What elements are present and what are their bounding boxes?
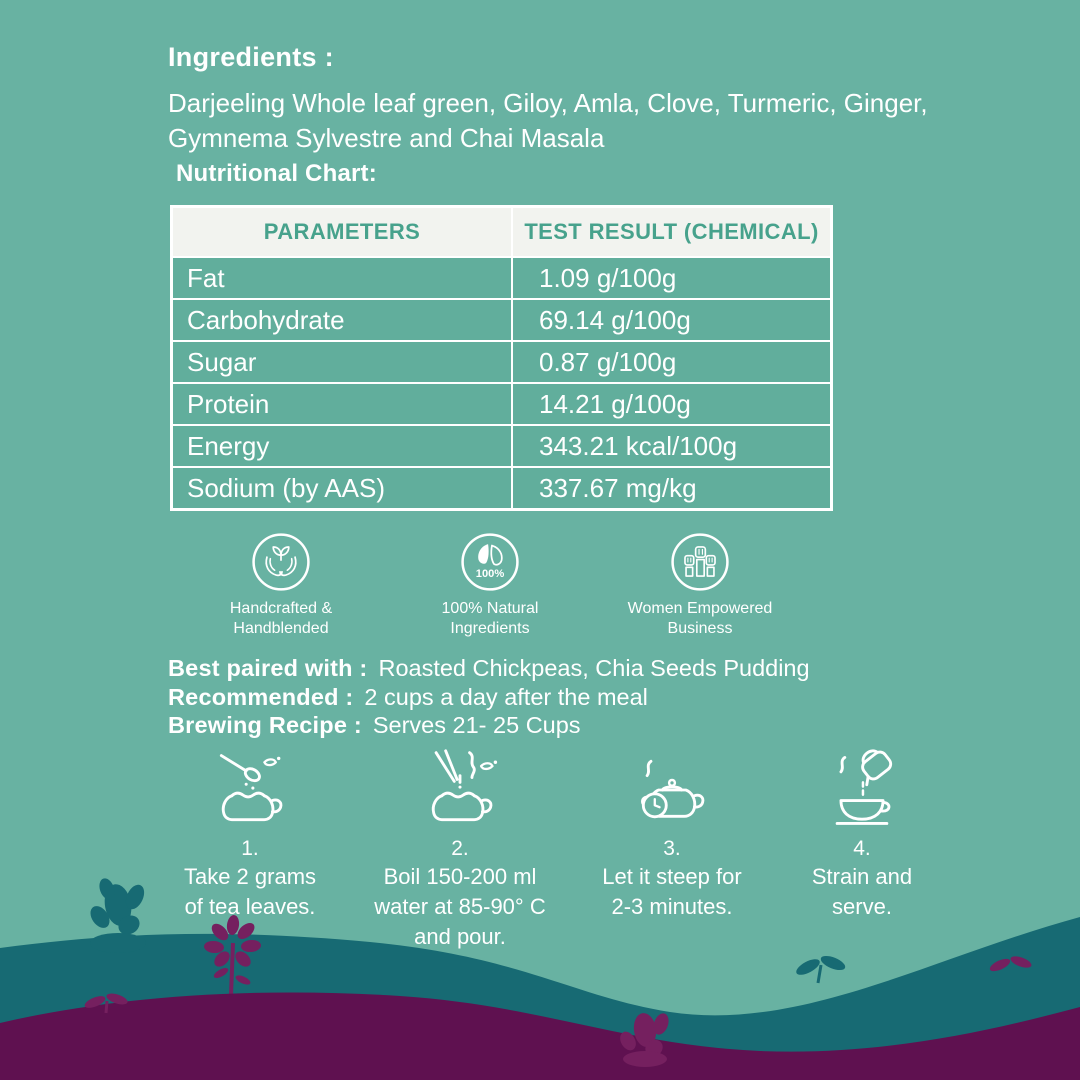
step-text: Take 2 grams of tea leaves. <box>183 864 317 919</box>
hands-holding-leaf-icon <box>252 533 310 591</box>
raised-fists-icon <box>671 533 729 591</box>
step-text: Boil 150-200 ml water at 85-90° C and po… <box>374 864 546 949</box>
brewing-step-4: 4. Strain and serve. <box>755 746 969 922</box>
cactus-silhouette-purple <box>620 1013 669 1067</box>
best-paired-line: Best paired with : Roasted Chickpeas, Chi… <box>168 654 810 683</box>
step-number: 2. <box>451 837 469 860</box>
table-row-result: 0.87 g/100g <box>513 342 830 382</box>
badge-label: Handcrafted & Handblended <box>229 600 333 637</box>
badge-label: 100% Natural Ingredients <box>441 600 539 637</box>
table-row-result: 343.21 kcal/100g <box>513 426 830 466</box>
table-row-parameter: Sugar <box>173 342 511 382</box>
step-number: 4. <box>853 837 871 860</box>
table-row-parameter: Protein <box>173 384 511 424</box>
sprout-silhouette-teal <box>796 955 846 984</box>
table-row-result: 69.14 g/100g <box>513 300 830 340</box>
teapot-add-leaves-icon <box>219 754 283 822</box>
recommended-line: Recommended : 2 cups a day after the meal <box>168 683 810 712</box>
step-text: Let it steep for 2-3 minutes. <box>602 864 742 919</box>
badge-icon-text: 100% <box>476 568 505 580</box>
step-text: Strain and serve. <box>811 864 913 919</box>
brewing-step-2: 2. Boil 150-200 ml water at 85-90° C and… <box>353 746 567 952</box>
brewing-step-1: 1. Take 2 grams of tea leaves. <box>143 746 357 922</box>
table-row-parameter: Sodium (by AAS) <box>173 468 511 508</box>
best-paired-label: Best paired with : <box>168 655 368 681</box>
table-row-result: 337.67 mg/kg <box>513 468 830 508</box>
brewing-recipe-value: Serves 21- 25 Cups <box>372 712 581 738</box>
sprout-silhouette-purple <box>84 993 128 1014</box>
column-header-parameters: PARAMETERS <box>173 208 511 256</box>
product-details: Best paired with : Roasted Chickpeas, Chi… <box>168 654 810 740</box>
recommended-value: 2 cups a day after the meal <box>364 683 648 710</box>
brewing-recipe-line: Brewing Recipe : Serves 21- 25 Cups <box>168 711 810 740</box>
table-row-parameter: Fat <box>173 258 511 298</box>
flower-silhouette-purple <box>204 915 261 996</box>
table-row-parameter: Energy <box>173 426 511 466</box>
best-paired-value: Roasted Chickpeas, Chia Seeds Pudding <box>378 655 810 681</box>
nutritional-chart-title: Nutritional Chart: <box>176 160 377 187</box>
badge-handcrafted: Handcrafted & Handblended <box>181 531 381 639</box>
teapot-steep-timer-icon <box>641 759 705 819</box>
brewing-step-3: 3. Let it steep for 2-3 minutes. <box>565 746 779 922</box>
table-row-parameter: Carbohydrate <box>173 300 511 340</box>
teapot-boil-water-icon <box>431 749 498 822</box>
column-header-test-result: TEST RESULT (CHEMICAL) <box>513 208 830 256</box>
table-row-result: 1.09 g/100g <box>513 258 830 298</box>
recommended-label: Recommended : <box>168 683 354 710</box>
nutritional-chart-table: PARAMETERS TEST RESULT (CHEMICAL) Fat 1.… <box>170 205 833 511</box>
cactus-silhouette-teal <box>90 878 146 953</box>
badge-women-empowered: Women Empowered Business <box>600 531 800 639</box>
ingredients-list: Darjeeling Whole leaf green, Giloy, Amla… <box>168 88 928 153</box>
brewing-recipe-label: Brewing Recipe : <box>168 712 362 738</box>
step-number: 3. <box>663 837 681 860</box>
landscape-hills-decoration <box>0 878 1080 1080</box>
table-row-result: 14.21 g/100g <box>513 384 830 424</box>
kettle-pour-cup-icon <box>835 749 893 825</box>
sprig-silhouette-purple <box>989 956 1032 972</box>
badge-label: Women Empowered Business <box>627 600 773 637</box>
step-number: 1. <box>241 837 259 860</box>
badge-natural: 100% 100% Natural Ingredients <box>390 531 590 639</box>
natural-leaf-icon: 100% <box>461 533 519 591</box>
ingredients-title: Ingredients : <box>168 42 334 72</box>
